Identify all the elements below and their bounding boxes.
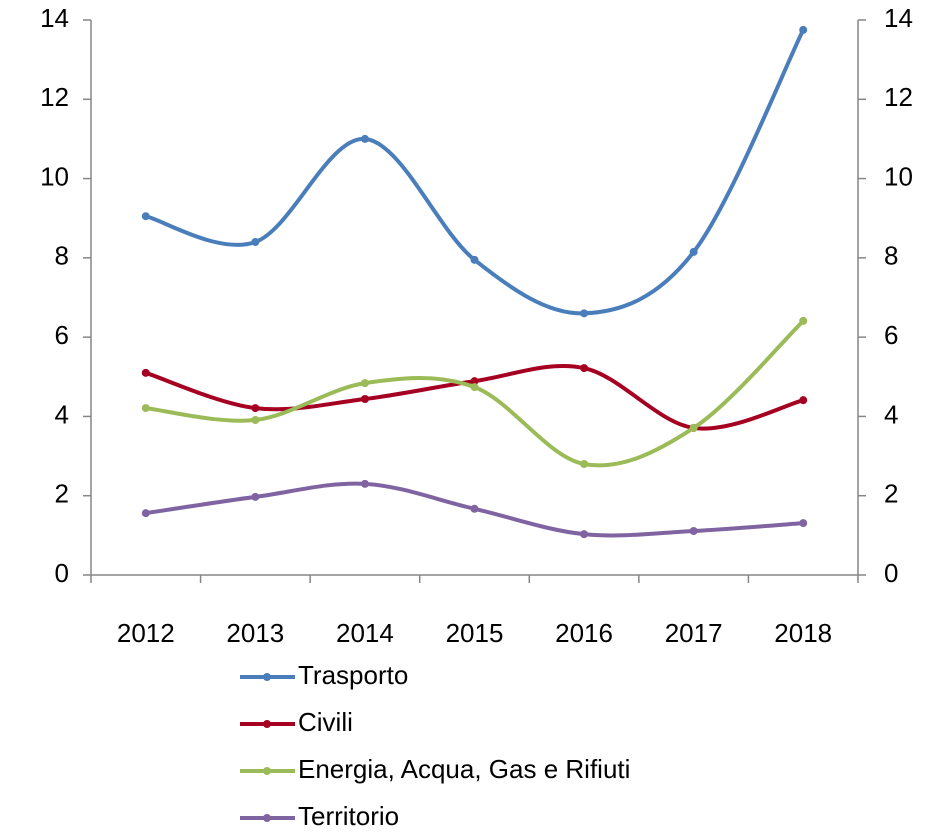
- y2-tick-label: 12: [884, 82, 913, 112]
- data-point: [251, 492, 260, 501]
- y-tick-label: 6: [55, 320, 69, 350]
- data-point: [689, 526, 698, 535]
- x-tick-label: 2014: [336, 618, 394, 648]
- data-point: [580, 530, 589, 539]
- data-point: [141, 368, 150, 377]
- y2-tick-label: 4: [884, 399, 898, 429]
- series-line: [143, 27, 806, 316]
- y-tick-label: 0: [55, 558, 69, 588]
- data-point: [470, 377, 479, 386]
- data-point: [470, 383, 479, 392]
- data-point: [360, 134, 369, 143]
- data-point: [799, 396, 808, 405]
- x-tick-label: 2012: [117, 618, 175, 648]
- data-point: [360, 394, 369, 403]
- data-point: [360, 379, 369, 388]
- data-point: [141, 509, 150, 518]
- data-point: [470, 255, 479, 264]
- data-point: [470, 504, 479, 513]
- legend-label: Trasporto: [298, 660, 408, 690]
- data-point: [799, 316, 808, 325]
- y-tick-label: 2: [55, 479, 69, 509]
- data-point: [251, 415, 260, 424]
- data-point: [141, 212, 150, 221]
- series-line: [143, 318, 806, 468]
- y2-tick-label: 0: [884, 558, 898, 588]
- legend-label: Civili: [298, 707, 353, 737]
- x-tick-label: 2016: [555, 618, 613, 648]
- y2-tick-label: 2: [884, 479, 898, 509]
- data-point: [799, 25, 808, 34]
- data-point: [689, 423, 698, 432]
- x-tick-label: 2018: [774, 618, 832, 648]
- legend-label: Territorio: [298, 801, 399, 831]
- y-tick-label: 12: [40, 82, 69, 112]
- legend-marker: [263, 767, 271, 775]
- y-tick-label: 4: [55, 399, 69, 429]
- legend-label: Energia, Acqua, Gas e Rifiuti: [298, 754, 630, 784]
- data-point: [580, 460, 589, 468]
- x-tick-label: 2015: [446, 618, 504, 648]
- y2-tick-label: 14: [884, 3, 913, 33]
- legend-marker: [263, 673, 271, 681]
- legend-marker: [263, 720, 271, 728]
- data-point: [251, 404, 260, 413]
- x-tick-label: 2013: [226, 618, 284, 648]
- data-point: [689, 247, 698, 256]
- data-point: [360, 479, 369, 488]
- y2-tick-label: 6: [884, 320, 898, 350]
- data-point: [141, 404, 150, 413]
- y-tick-label: 14: [40, 3, 69, 33]
- legend-marker: [263, 814, 271, 822]
- y2-tick-label: 8: [884, 241, 898, 271]
- y2-tick-label: 10: [884, 161, 913, 191]
- data-point: [580, 309, 589, 318]
- x-tick-label: 2017: [665, 618, 723, 648]
- data-point: [580, 364, 589, 373]
- data-point: [799, 519, 808, 528]
- y-tick-label: 10: [40, 161, 69, 191]
- y-tick-label: 8: [55, 241, 69, 271]
- data-point: [251, 238, 260, 246]
